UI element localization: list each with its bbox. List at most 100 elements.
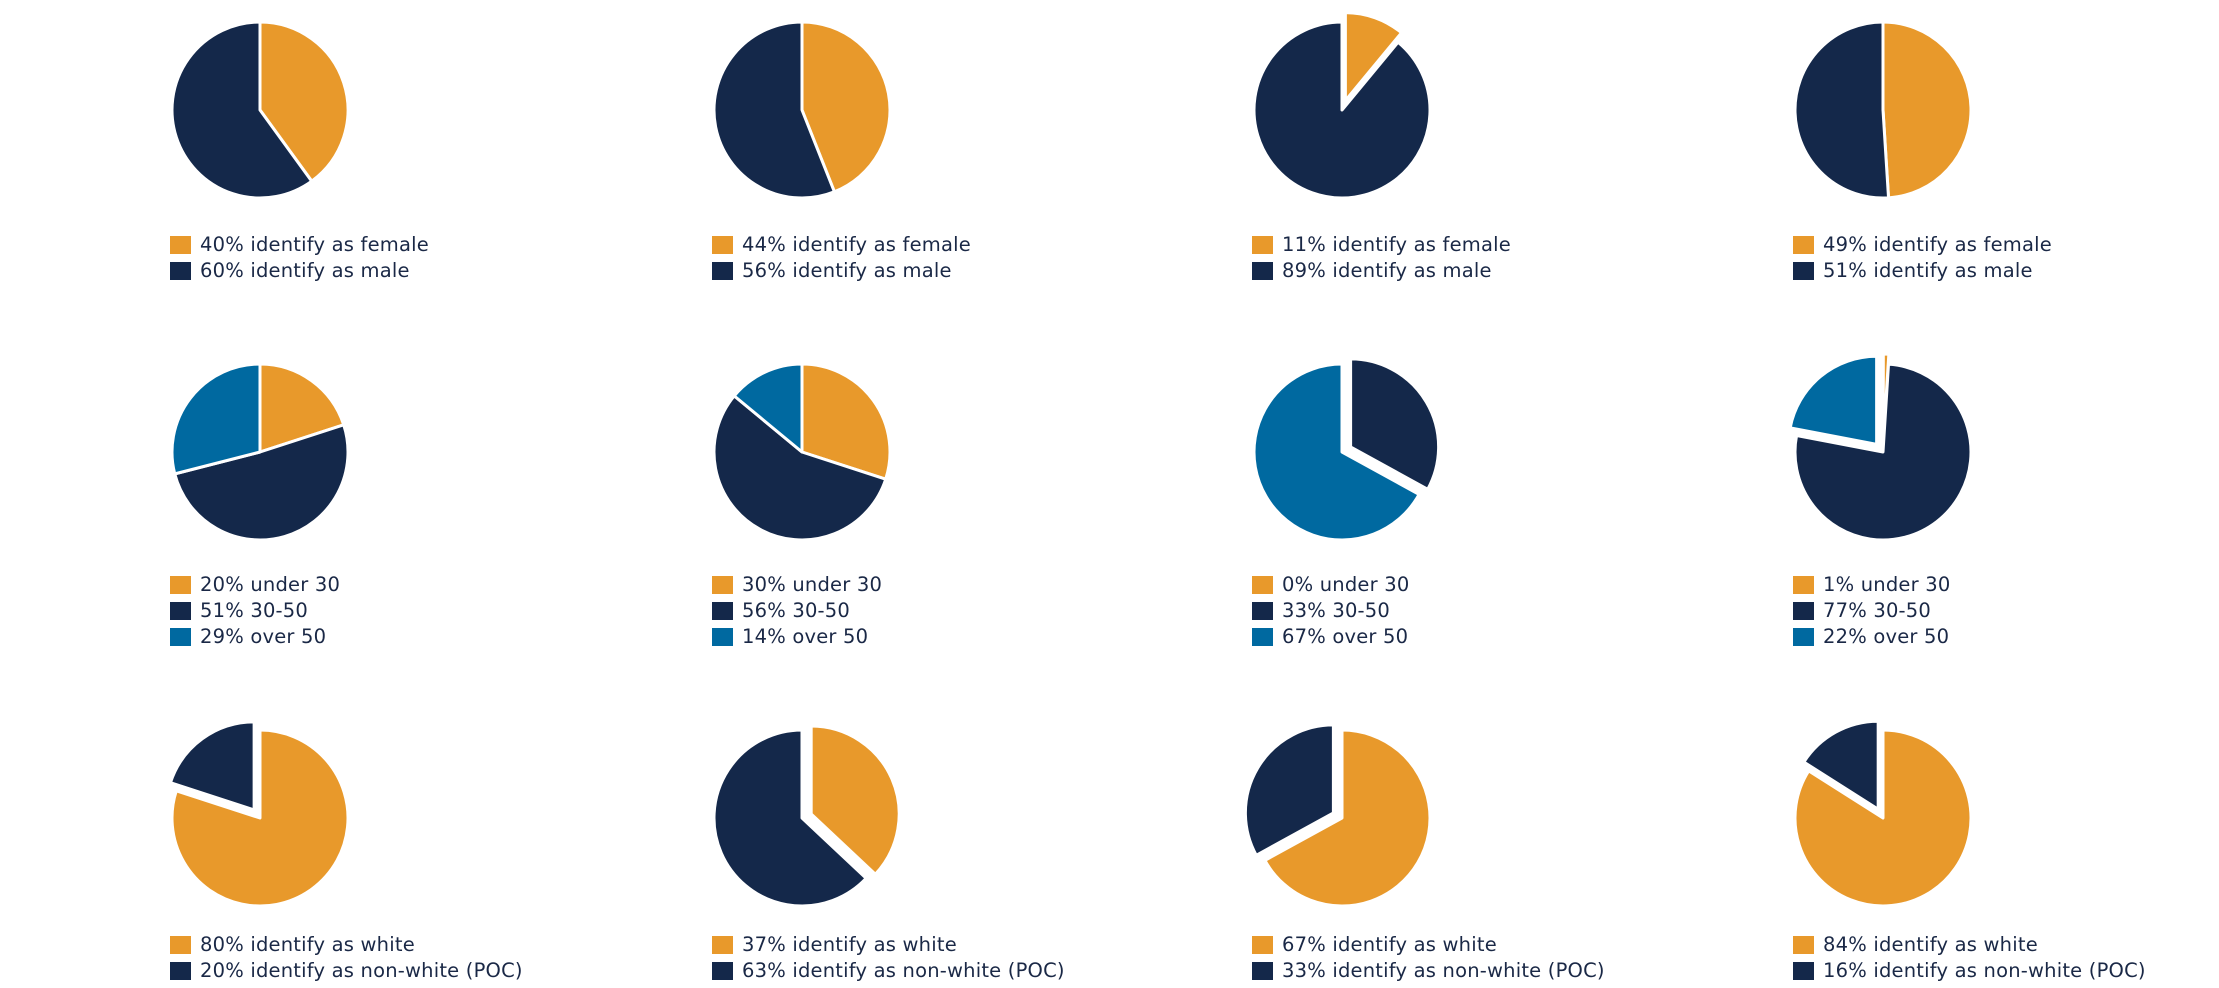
- legend-item: 51% 30-50: [170, 598, 690, 624]
- legend-swatch: [170, 628, 191, 646]
- pie-slice-3: [1252, 362, 1421, 542]
- pie-slice-3: [1788, 354, 1879, 446]
- pie-slice-2: [1252, 20, 1432, 200]
- legend-label: 63% identify as non-white (POC): [742, 959, 1065, 982]
- legend-label: 0% under 30: [1282, 573, 1410, 596]
- legend: 84% identify as white 16% identify as non…: [1793, 932, 2219, 984]
- legend-swatch: [1793, 936, 1814, 954]
- legend-item: 67% identify as white: [1252, 932, 1772, 958]
- legend-label: 80% identify as white: [200, 933, 415, 956]
- pie-slice-1: [1263, 728, 1432, 908]
- pie-slice-1: [1881, 20, 1973, 200]
- legend-item: 37% identify as white: [712, 932, 1232, 958]
- legend-label: 16% identify as non-white (POC): [1823, 959, 2146, 982]
- legend-item: 11% identify as female: [1252, 232, 1772, 258]
- legend-item: 40% identify as female: [170, 232, 690, 258]
- legend: 0% under 30 33% 30-50 67% over 50: [1252, 572, 1772, 650]
- legend-label: 49% identify as female: [1823, 233, 2052, 256]
- pie-slice-2: [712, 20, 836, 200]
- legend-swatch: [1252, 962, 1273, 980]
- legend-item: 29% over 50: [170, 624, 690, 650]
- legend-label: 37% identify as white: [742, 933, 957, 956]
- legend-label: 89% identify as male: [1282, 259, 1492, 282]
- pie-svg: [170, 20, 350, 200]
- pie-svg: [170, 362, 350, 542]
- legend-item: 49% identify as female: [1793, 232, 2219, 258]
- pie-slice-2: [1793, 362, 1973, 542]
- pie-svg: [712, 362, 892, 542]
- legend-swatch: [712, 236, 733, 254]
- legend-swatch: [1252, 576, 1273, 594]
- legend-label: 20% identify as non-white (POC): [200, 959, 523, 982]
- legend-item: 1% under 30: [1793, 572, 2219, 598]
- pie-svg: [712, 20, 892, 200]
- legend-label: 67% over 50: [1282, 625, 1409, 648]
- legend: 20% under 30 51% 30-50 29% over 50: [170, 572, 690, 650]
- pie-slice-1: [1343, 11, 1403, 103]
- pie-slice-3: [732, 362, 804, 454]
- legend-item: 20% under 30: [170, 572, 690, 598]
- legend-item: 56% 30-50: [712, 598, 1232, 624]
- legend-item: 84% identify as white: [1793, 932, 2219, 958]
- legend: 44% identify as female 56% identify as ma…: [712, 232, 1232, 284]
- legend-item: 80% identify as white: [170, 932, 690, 958]
- legend-item: 77% 30-50: [1793, 598, 2219, 624]
- legend-item: 14% over 50: [712, 624, 1232, 650]
- legend-swatch: [1793, 236, 1814, 254]
- pie-svg: [1793, 719, 1973, 908]
- legend-item: 56% identify as male: [712, 258, 1232, 284]
- legend-swatch: [170, 236, 191, 254]
- pie-svg: [168, 720, 350, 908]
- legend-label: 84% identify as white: [1823, 933, 2038, 956]
- legend-item: 22% over 50: [1793, 624, 2219, 650]
- legend-label: 20% under 30: [200, 573, 341, 596]
- legend-swatch: [1252, 602, 1273, 620]
- legend-swatch: [170, 576, 191, 594]
- legend: 11% identify as female 89% identify as ma…: [1252, 232, 1772, 284]
- legend-item: 67% over 50: [1252, 624, 1772, 650]
- legend-label: 1% under 30: [1823, 573, 1951, 596]
- legend-swatch: [170, 602, 191, 620]
- pie-slice-2: [712, 394, 888, 542]
- legend-label: 44% identify as female: [742, 233, 971, 256]
- legend-label: 60% identify as male: [200, 259, 410, 282]
- legend-label: 40% identify as female: [200, 233, 429, 256]
- legend-item: 89% identify as male: [1252, 258, 1772, 284]
- pie-slice-1: [809, 724, 901, 876]
- pie-slice-1: [800, 362, 892, 481]
- legend-label: 51% 30-50: [200, 599, 309, 622]
- legend-swatch: [170, 936, 191, 954]
- legend-swatch: [712, 628, 733, 646]
- legend-label: 67% identify as white: [1282, 933, 1497, 956]
- legend-swatch: [712, 602, 733, 620]
- legend-item: 44% identify as female: [712, 232, 1232, 258]
- legend-label: 56% 30-50: [742, 599, 851, 622]
- legend-label: 11% identify as female: [1282, 233, 1511, 256]
- legend-label: 33% identify as non-white (POC): [1282, 959, 1605, 982]
- legend: 67% identify as white 33% identify as non…: [1252, 932, 1772, 984]
- pie-slice-2: [1243, 723, 1335, 857]
- legend-swatch: [1252, 236, 1273, 254]
- pie-slice-1: [800, 20, 892, 194]
- legend: 80% identify as white 20% identify as non…: [170, 932, 690, 984]
- pie-slice-2: [1349, 357, 1441, 491]
- pie-svg: [1243, 723, 1432, 908]
- legend: 37% identify as white 63% identify as non…: [712, 932, 1232, 984]
- pie-svg: [712, 724, 901, 908]
- legend-label: 77% 30-50: [1823, 599, 1932, 622]
- legend: 49% identify as female 51% identify as ma…: [1793, 232, 2219, 284]
- legend-label: 22% over 50: [1823, 625, 1950, 648]
- pie-slice-1: [170, 728, 350, 908]
- pie-slice-1: [1793, 728, 1973, 908]
- legend-label: 30% under 30: [742, 573, 883, 596]
- legend-label: 29% over 50: [200, 625, 327, 648]
- legend-item: 63% identify as non-white (POC): [712, 958, 1232, 984]
- pie-slice-1: [258, 362, 346, 454]
- legend-swatch: [712, 962, 733, 980]
- legend-item: 16% identify as non-white (POC): [1793, 958, 2219, 984]
- legend-label: 56% identify as male: [742, 259, 952, 282]
- legend-label: 14% over 50: [742, 625, 869, 648]
- legend-swatch: [1793, 962, 1814, 980]
- legend-item: 33% 30-50: [1252, 598, 1772, 624]
